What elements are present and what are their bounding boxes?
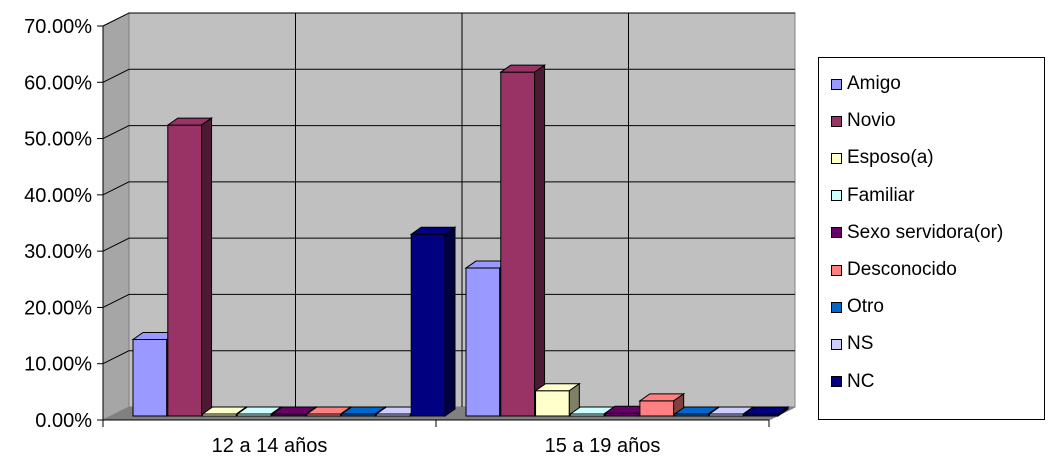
- legend-item: NC: [831, 368, 874, 396]
- legend-swatch: [831, 227, 842, 239]
- y-tick-label: 50.00%: [24, 129, 92, 151]
- legend-label: Familiar: [847, 184, 915, 206]
- legend-swatch: [831, 115, 842, 127]
- legend-item: Otro: [831, 293, 884, 321]
- y-tick-label: 40.00%: [24, 185, 92, 207]
- gridline-side: [102, 12, 130, 27]
- legend-swatch: [831, 376, 842, 388]
- legend-swatch: [831, 338, 842, 350]
- bar: [166, 117, 214, 417]
- y-tick-label: 60.00%: [24, 72, 92, 94]
- gridline-side: [102, 293, 130, 308]
- legend-swatch: [831, 78, 842, 90]
- y-tick-label: 30.00%: [24, 241, 92, 263]
- legend-label: NC: [847, 370, 875, 392]
- legend-label: Desconocido: [847, 259, 957, 280]
- legend-item: NS: [831, 330, 873, 358]
- legend-swatch: [831, 152, 842, 164]
- legend-swatch: [831, 264, 842, 276]
- gridline-side: [102, 350, 130, 365]
- legend-label: NS: [847, 333, 874, 355]
- legend-label: Amigo: [847, 73, 901, 94]
- x-tick-label: 15 a 19 años: [545, 435, 661, 457]
- chart-legend: Amigo Novio Esposo(a) Familiar Sexo servidor…: [818, 57, 1045, 420]
- gridline-side: [102, 237, 130, 252]
- legend-label: Esposo(a): [847, 147, 934, 169]
- bar: [499, 64, 547, 417]
- legend-swatch: [831, 301, 842, 313]
- y-tick-label: 0.00%: [35, 410, 92, 432]
- gridline-side: [102, 68, 130, 83]
- y-tick-label: 70.00%: [24, 16, 92, 38]
- legend-item: Esposo(a): [831, 144, 934, 172]
- gridline-side: [102, 125, 130, 140]
- chart-plot: 0.00% 10.00% 20.00% 30.00% 40.00% 50.00% 60.00…: [24, 12, 796, 457]
- legend-item: Desconocido: [831, 256, 957, 284]
- legend-label: Novio: [847, 110, 896, 132]
- y-tick-label: 20.00%: [24, 297, 92, 319]
- legend-label: Sexo servidora(or): [847, 221, 1004, 243]
- legend-item: Novio: [831, 107, 896, 135]
- bar: [409, 226, 457, 417]
- bar: [638, 392, 686, 417]
- bar: [270, 406, 318, 417]
- bar: [742, 406, 790, 417]
- y-tick-label: 10.00%: [24, 354, 92, 376]
- legend-swatch: [831, 190, 842, 202]
- legend-label: Otro: [847, 296, 884, 318]
- legend-item: Sexo servidora(or): [831, 219, 1003, 247]
- bar: [533, 382, 581, 417]
- legend-item: Familiar: [831, 182, 915, 210]
- x-tick-label: 12 a 14 años: [212, 435, 328, 457]
- legend-item: Amigo: [831, 70, 901, 98]
- side-wall: [102, 12, 130, 421]
- gridline-side: [102, 181, 130, 196]
